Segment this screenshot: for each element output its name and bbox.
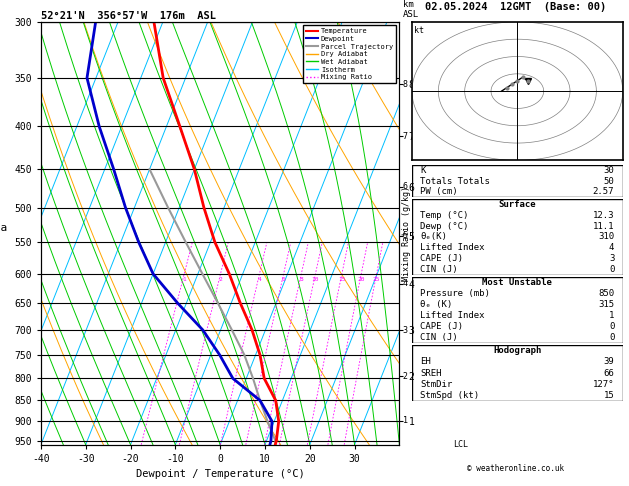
Text: kt: kt (414, 26, 424, 35)
Text: 12.3: 12.3 (593, 211, 615, 220)
Text: 52°21'N  356°57'W  176m  ASL: 52°21'N 356°57'W 176m ASL (41, 11, 216, 21)
Text: StmDir: StmDir (420, 380, 453, 389)
X-axis label: Dewpoint / Temperature (°C): Dewpoint / Temperature (°C) (136, 469, 304, 479)
Text: SREH: SREH (420, 368, 442, 378)
Text: 0: 0 (609, 265, 615, 274)
Text: 30: 30 (604, 166, 615, 175)
Text: 0: 0 (609, 332, 615, 342)
Text: 3: 3 (609, 254, 615, 263)
Text: 15: 15 (604, 391, 615, 400)
Text: 10: 10 (312, 277, 319, 282)
Text: StmSpd (kt): StmSpd (kt) (420, 391, 479, 400)
Text: PW (cm): PW (cm) (420, 187, 458, 196)
Text: 66: 66 (604, 368, 615, 378)
Text: 5: 5 (403, 231, 408, 240)
Text: 315: 315 (598, 300, 615, 309)
Text: Mixing Ratio (g/kg): Mixing Ratio (g/kg) (403, 186, 411, 281)
Text: Surface: Surface (499, 200, 536, 209)
Text: km
ASL: km ASL (403, 0, 419, 19)
Text: CIN (J): CIN (J) (420, 332, 458, 342)
Text: 50: 50 (604, 176, 615, 186)
Text: θₑ(K): θₑ(K) (420, 232, 447, 242)
Text: CAPE (J): CAPE (J) (420, 322, 464, 331)
Text: 4: 4 (609, 243, 615, 252)
Text: 310: 310 (598, 232, 615, 242)
Text: K: K (420, 166, 426, 175)
Text: Temp (°C): Temp (°C) (420, 211, 469, 220)
Text: Pressure (mb): Pressure (mb) (420, 289, 490, 298)
Text: 850: 850 (598, 289, 615, 298)
Text: 20: 20 (357, 277, 365, 282)
Text: 4: 4 (403, 279, 408, 288)
Text: 4: 4 (258, 277, 262, 282)
Text: Lifted Index: Lifted Index (420, 243, 485, 252)
Text: 02.05.2024  12GMT  (Base: 00): 02.05.2024 12GMT (Base: 00) (425, 2, 606, 12)
Text: 127°: 127° (593, 380, 615, 389)
Text: CAPE (J): CAPE (J) (420, 254, 464, 263)
Text: 7: 7 (403, 132, 408, 140)
Text: Lifted Index: Lifted Index (420, 311, 485, 320)
Text: Totals Totals: Totals Totals (420, 176, 490, 186)
Text: CIN (J): CIN (J) (420, 265, 458, 274)
Text: 11.1: 11.1 (593, 222, 615, 231)
Text: Most Unstable: Most Unstable (482, 278, 552, 287)
Text: 6: 6 (403, 182, 408, 191)
Text: EH: EH (420, 357, 431, 366)
Text: 39: 39 (604, 357, 615, 366)
Text: θₑ (K): θₑ (K) (420, 300, 453, 309)
Text: LCL: LCL (453, 440, 468, 449)
Text: 2: 2 (219, 277, 223, 282)
Text: © weatheronline.co.uk: © weatheronline.co.uk (467, 464, 564, 473)
Text: 0: 0 (609, 322, 615, 331)
Text: 8: 8 (403, 80, 408, 88)
Text: Hodograph: Hodograph (493, 346, 542, 355)
Text: 8: 8 (299, 277, 303, 282)
Legend: Temperature, Dewpoint, Parcel Trajectory, Dry Adiabat, Wet Adiabat, Isotherm, Mi: Temperature, Dewpoint, Parcel Trajectory… (303, 25, 396, 83)
Y-axis label: hPa: hPa (0, 223, 8, 233)
Text: 2.57: 2.57 (593, 187, 615, 196)
Text: 3: 3 (403, 326, 408, 335)
Text: 1: 1 (182, 277, 186, 282)
Text: Dewp (°C): Dewp (°C) (420, 222, 469, 231)
Text: 2: 2 (403, 372, 408, 381)
Text: 6: 6 (282, 277, 286, 282)
Text: 25: 25 (373, 277, 381, 282)
Text: 1: 1 (403, 416, 408, 425)
Text: 15: 15 (338, 277, 345, 282)
Text: 1: 1 (609, 311, 615, 320)
